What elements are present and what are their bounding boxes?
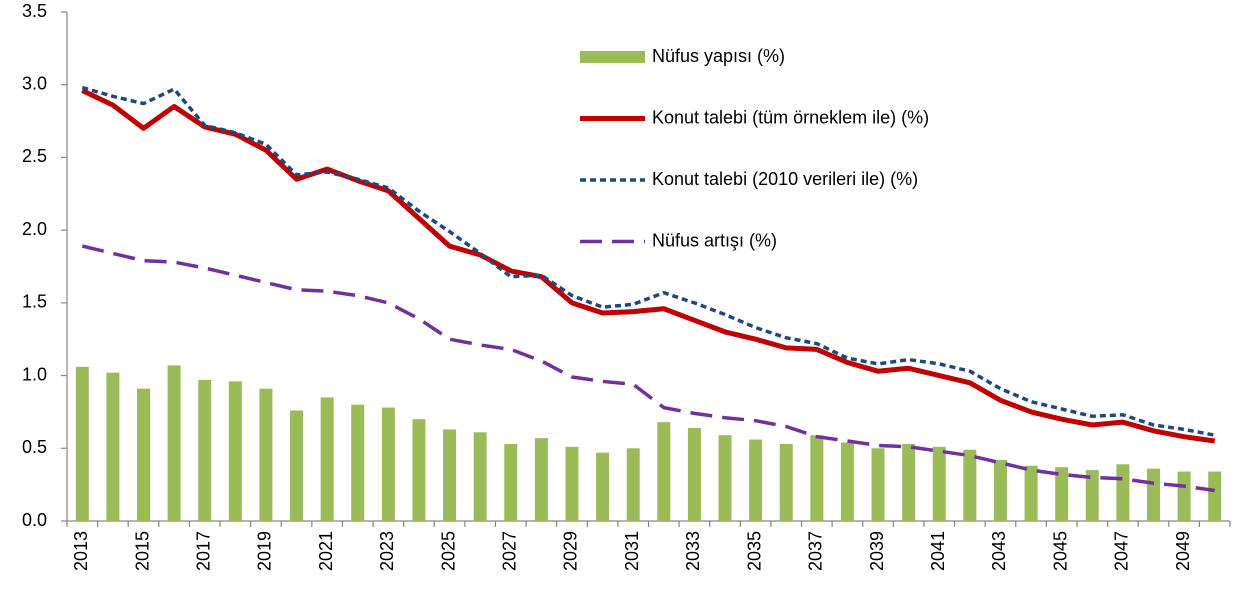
bar — [1146, 468, 1160, 521]
bar — [626, 448, 640, 521]
bar — [290, 410, 304, 521]
line — [81, 85, 1216, 437]
bar — [381, 407, 395, 521]
x-tick-label: 2033 — [683, 531, 703, 571]
bar — [993, 459, 1007, 521]
y-tick-label: 0.5 — [22, 437, 47, 457]
bar — [687, 427, 701, 521]
y-tick-label: 0.0 — [22, 510, 47, 530]
bar — [779, 443, 793, 521]
x-tick-label: 2017 — [193, 531, 213, 571]
bar — [565, 446, 579, 521]
bar — [351, 404, 365, 521]
y-tick-label: 3.5 — [22, 1, 47, 21]
bar — [75, 366, 89, 521]
x-tick-label: 2041 — [928, 531, 948, 571]
x-tick-label: 2037 — [806, 531, 826, 571]
legend-label: Nüfus yapısı (%) — [652, 46, 785, 66]
x-tick-label: 2023 — [377, 531, 397, 571]
legend-label: Konut talebi (2010 verileri ile) (%) — [652, 169, 918, 189]
x-tick-label: 2021 — [316, 531, 336, 571]
bar — [749, 439, 763, 521]
bar — [167, 365, 181, 521]
x-tick-label: 2027 — [500, 531, 520, 571]
bar — [1177, 471, 1191, 521]
bar — [718, 435, 732, 521]
bar — [1085, 470, 1099, 521]
bar — [1024, 465, 1038, 521]
x-tick-label: 2039 — [867, 531, 887, 571]
bar — [1116, 464, 1130, 521]
bar — [1208, 471, 1222, 521]
y-tick-label: 2.0 — [22, 219, 47, 239]
line — [81, 244, 1215, 493]
bar — [1055, 467, 1069, 521]
bar — [596, 452, 610, 521]
y-tick-label: 1.0 — [22, 364, 47, 384]
x-tick-label: 2035 — [744, 531, 764, 571]
legend-label: Nüfus artışı (%) — [652, 230, 777, 250]
y-tick-label: 1.5 — [22, 292, 47, 312]
bar — [657, 422, 671, 521]
legend-swatch — [580, 51, 645, 63]
x-tick-label: 2045 — [1050, 531, 1070, 571]
bar — [871, 448, 885, 521]
x-tick-label: 2025 — [438, 531, 458, 571]
bar — [473, 432, 487, 521]
bar — [810, 435, 824, 521]
bar — [412, 419, 426, 521]
x-tick-label: 2031 — [622, 531, 642, 571]
x-tick-label: 2013 — [71, 531, 91, 571]
bar — [137, 388, 151, 521]
bar — [106, 372, 120, 521]
y-tick-label: 2.5 — [22, 146, 47, 166]
bar — [443, 429, 457, 521]
x-tick-label: 2049 — [1173, 531, 1193, 571]
x-tick-label: 2019 — [255, 531, 275, 571]
y-tick-label: 3.0 — [22, 73, 47, 93]
x-tick-label: 2015 — [132, 531, 152, 571]
bar — [504, 443, 518, 521]
bar — [534, 438, 548, 521]
x-tick-label: 2043 — [989, 531, 1009, 571]
bar — [228, 381, 242, 521]
bar — [259, 388, 273, 521]
bar — [198, 379, 212, 521]
bar — [963, 449, 977, 521]
line — [81, 88, 1216, 444]
x-tick-label: 2029 — [561, 531, 581, 571]
bar — [932, 446, 946, 521]
bar — [902, 443, 916, 521]
x-tick-label: 2047 — [1112, 531, 1132, 571]
bar — [840, 442, 854, 521]
bar — [320, 397, 334, 521]
legend-label: Konut talebi (tüm örneklem ile) (%) — [652, 107, 929, 127]
